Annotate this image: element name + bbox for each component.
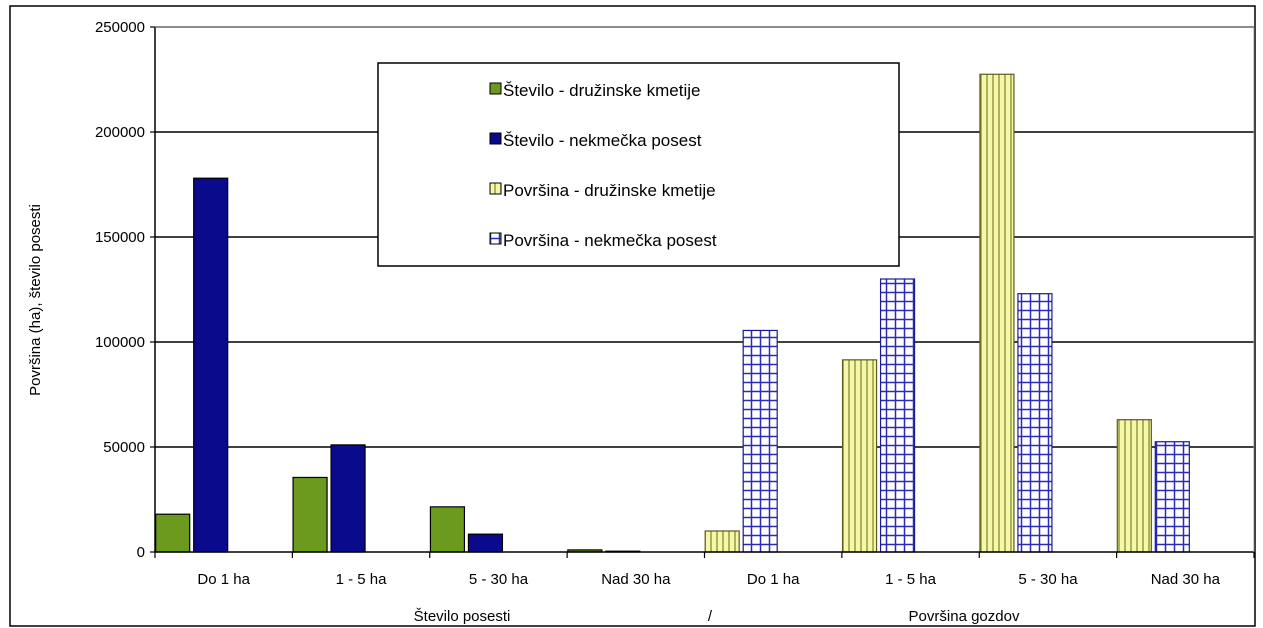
x-category-label: 5 - 30 ha [1018, 571, 1078, 588]
bar-povrsina-nekmecka [879, 278, 916, 553]
bar-stevilo-druzinske [429, 506, 466, 553]
legend-swatch-3 [489, 182, 502, 195]
x-category-label: 1 - 5 ha [336, 571, 388, 588]
y-tick-label: 0 [137, 544, 145, 561]
y-tick-label: 50000 [103, 439, 145, 456]
x-category-label: Do 1 ha [197, 571, 250, 588]
legend-box [377, 62, 900, 267]
axes [150, 26, 1255, 558]
bar-stevilo-druzinske [292, 476, 328, 553]
bar-stevilo-nekmecka [330, 444, 366, 553]
legend-label-4: Površina - nekmečka posest [503, 231, 717, 250]
bar-povrsina-druzinske [704, 530, 740, 553]
x-category-label: Do 1 ha [747, 571, 800, 588]
x-category-label: 5 - 30 ha [469, 571, 529, 588]
bar-povrsina-druzinske [1116, 419, 1152, 553]
legend-label-1: Število - družinske kmetije [503, 81, 700, 100]
bar-povrsina-nekmecka [1017, 293, 1053, 553]
y-tick-label: 100000 [95, 334, 145, 351]
legend-swatch-1 [489, 82, 502, 95]
bar-povrsina-nekmecka [742, 329, 778, 553]
bar-povrsina-nekmecka [1154, 441, 1190, 553]
bar-povrsina-druzinske [979, 73, 1015, 553]
y-tick-label: 150000 [95, 229, 145, 246]
x-axis-title-separator: / [708, 608, 713, 625]
bars [155, 73, 1190, 553]
y-tick-labels: 0 50000 100000 150000 200000 250000 [95, 19, 145, 561]
bar-stevilo-nekmecka [467, 533, 504, 553]
x-category-labels: Do 1 ha 1 - 5 ha 5 - 30 ha Nad 30 ha Do 1 ha… [197, 571, 1220, 588]
x-category-label: 1 - 5 ha [885, 571, 937, 588]
bar-stevilo-nekmecka [193, 177, 229, 553]
legend-swatch-4 [489, 232, 502, 245]
x-axis-title-left: Število posesti [414, 608, 511, 625]
bar-stevilo-druzinske [155, 513, 191, 553]
legend: Število - družinske kmetije Število - ne… [377, 62, 900, 267]
x-category-label: Nad 30 ha [601, 571, 671, 588]
y-tick-label: 250000 [95, 19, 145, 36]
legend-swatch-2 [489, 132, 502, 145]
legend-label-2: Število - nekmečka posest [503, 131, 702, 150]
y-tick-label: 200000 [95, 124, 145, 141]
x-axis-title-right: Površina gozdov [909, 608, 1020, 625]
bar-povrsina-druzinske [841, 359, 878, 553]
y-axis-title: Površina (ha), število posesti [27, 204, 44, 396]
legend-label-3: Površina - družinske kmetije [503, 181, 716, 200]
x-category-label: Nad 30 ha [1151, 571, 1221, 588]
